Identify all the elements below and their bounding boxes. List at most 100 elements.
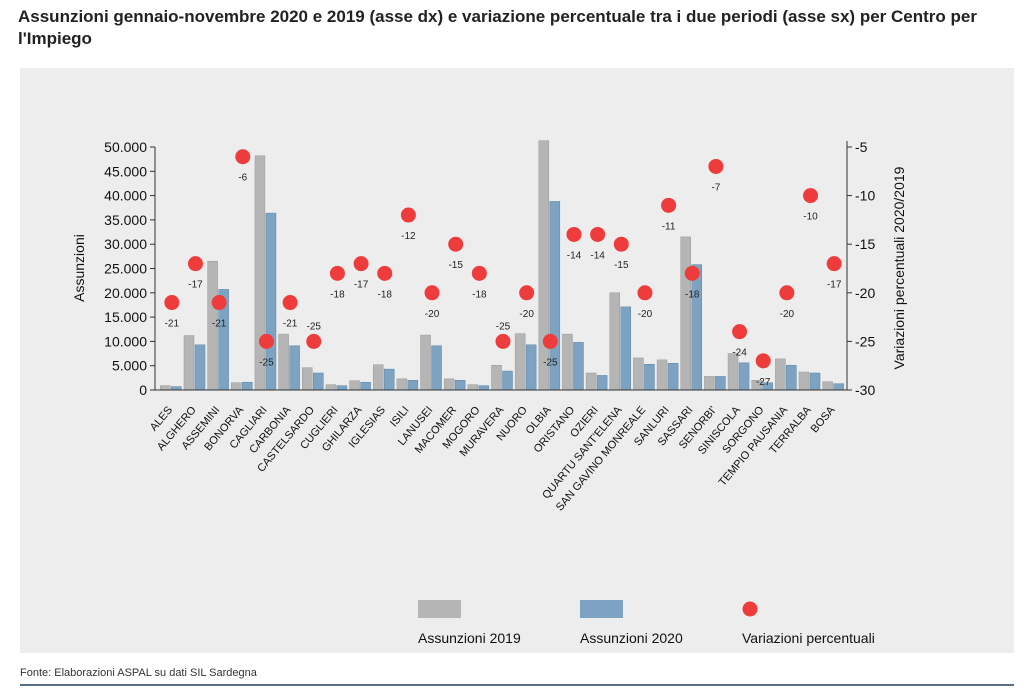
bar-2020-28 bbox=[833, 383, 844, 391]
bar-2019-4 bbox=[254, 155, 266, 391]
pct-dot-8 bbox=[353, 256, 369, 272]
bar-2020-1 bbox=[194, 344, 206, 391]
series-2020-bars bbox=[171, 201, 844, 391]
chart-axes: 0 5.000 10.000 15.000 20.000 25.000 30.000 35.0… bbox=[71, 139, 907, 398]
pct-dot-15 bbox=[519, 285, 535, 301]
pct-label-28: -17 bbox=[827, 280, 842, 291]
legend-label-2020: Assunzioni 2020 bbox=[580, 630, 683, 646]
bar-2019-11 bbox=[420, 334, 431, 391]
bar-2019-6 bbox=[302, 367, 313, 391]
bar-2020-23 bbox=[715, 376, 726, 391]
pct-dot-6 bbox=[306, 333, 322, 349]
legend-swatch-2020 bbox=[580, 600, 623, 618]
chart-title: Assunzioni gennaio-novembre 2020 e 2019 … bbox=[18, 7, 977, 48]
pct-label-17: -14 bbox=[567, 250, 582, 261]
pct-dot-25 bbox=[755, 353, 771, 369]
pct-label-18: -14 bbox=[590, 250, 605, 261]
pct-dot-10 bbox=[400, 207, 416, 223]
bar-2020-12 bbox=[454, 380, 466, 391]
footer-divider bbox=[20, 684, 1014, 686]
bar-2019-1 bbox=[183, 335, 195, 391]
bar-2019-27 bbox=[798, 371, 810, 391]
y2-tick-label-3: -15 bbox=[855, 236, 875, 252]
bar-2019-10 bbox=[396, 378, 408, 391]
bar-2020-17 bbox=[573, 342, 584, 391]
pct-label-13: -18 bbox=[472, 289, 487, 300]
bar-2019-22 bbox=[680, 236, 691, 391]
bar-2019-20 bbox=[633, 357, 644, 391]
bar-2020-18 bbox=[596, 375, 608, 391]
bar-2020-27 bbox=[809, 372, 821, 391]
pct-label-27: -10 bbox=[803, 212, 818, 223]
pct-label-26: -20 bbox=[780, 309, 795, 320]
y-tick-label-2: 10.000 bbox=[104, 333, 147, 349]
pct-label-6: -25 bbox=[307, 321, 322, 332]
bar-2020-21 bbox=[667, 363, 679, 391]
pct-dot-5 bbox=[282, 295, 298, 311]
pct-label-1: -17 bbox=[188, 280, 203, 291]
bar-2020-19 bbox=[620, 306, 632, 391]
pct-label-24: -24 bbox=[732, 348, 747, 359]
y-axis-label: Assunzioni bbox=[71, 234, 87, 302]
y2-tick-label-2: -20 bbox=[855, 285, 875, 301]
y-tick-label-7: 35.000 bbox=[104, 212, 147, 228]
y-tick-label-4: 20.000 bbox=[104, 285, 147, 301]
bar-2020-7 bbox=[336, 385, 348, 391]
pct-label-11: -20 bbox=[425, 309, 440, 320]
legend-label-2019: Assunzioni 2019 bbox=[418, 630, 521, 646]
pct-label-7: -18 bbox=[330, 289, 345, 300]
pct-dot-11 bbox=[424, 285, 440, 301]
pct-label-21: -11 bbox=[662, 221, 676, 232]
pct-label-12: -15 bbox=[448, 260, 463, 271]
series-2019-bars bbox=[160, 140, 833, 391]
legend-label-pct: Variazioni percentuali bbox=[742, 630, 875, 646]
pct-dot-19 bbox=[613, 236, 629, 252]
bar-2019-7 bbox=[325, 384, 337, 391]
bar-2019-0 bbox=[160, 385, 171, 391]
y-tick-label-3: 15.000 bbox=[104, 309, 147, 325]
bar-2019-24 bbox=[727, 353, 739, 391]
source-note: Fonte: Elaborazioni ASPAL su dati SIL Sa… bbox=[20, 667, 257, 679]
pct-dot-17 bbox=[566, 226, 582, 242]
bar-2020-6 bbox=[313, 372, 324, 391]
pct-label-25: -27 bbox=[756, 377, 771, 388]
pct-label-4: -25 bbox=[259, 357, 274, 368]
bar-2020-20 bbox=[644, 363, 655, 391]
pct-label-2: -21 bbox=[212, 319, 227, 330]
bar-2019-21 bbox=[656, 359, 668, 391]
bar-2019-16 bbox=[538, 140, 550, 391]
bar-2020-22 bbox=[691, 264, 702, 391]
pct-label-5: -21 bbox=[283, 319, 298, 330]
bar-2020-11 bbox=[431, 345, 442, 391]
y-tick-label-6: 30.000 bbox=[104, 236, 147, 252]
bar-2020-9 bbox=[383, 368, 395, 391]
y2-tick-label-0: -30 bbox=[855, 382, 875, 398]
y-tick-label-9: 45.000 bbox=[104, 163, 147, 179]
pct-dot-7 bbox=[329, 265, 345, 281]
bar-2020-5 bbox=[289, 345, 300, 391]
bar-2019-19 bbox=[609, 292, 621, 391]
bar-2020-15 bbox=[525, 344, 537, 391]
pct-dot-0 bbox=[164, 295, 180, 311]
bar-2019-9 bbox=[372, 364, 384, 391]
y2-axis-label: Variazioni percentuali 2020/2019 bbox=[891, 166, 907, 369]
pct-dot-21 bbox=[661, 197, 677, 213]
series-pct-dots: -21 -17 -21 -6 -25 -21 -25 -18 -17 -18 -12 -20 -15 -1… bbox=[164, 149, 842, 388]
pct-dot-9 bbox=[377, 265, 393, 281]
pct-label-22: -18 bbox=[685, 289, 700, 300]
pct-dot-27 bbox=[803, 188, 819, 204]
pct-label-16: -25 bbox=[543, 357, 558, 368]
legend-swatch-pct bbox=[742, 601, 758, 617]
combo-chart: 0 5.000 10.000 15.000 20.000 25.000 30.000 35.0… bbox=[71, 139, 907, 646]
bar-2020-8 bbox=[360, 381, 371, 391]
bar-2020-0 bbox=[171, 386, 182, 391]
y-tick-label-8: 40.000 bbox=[104, 188, 147, 204]
pct-label-9: -18 bbox=[377, 289, 392, 300]
pct-dot-16 bbox=[542, 333, 558, 349]
pct-label-14: -25 bbox=[496, 321, 511, 332]
pct-label-8: -17 bbox=[354, 280, 369, 291]
pct-dot-13 bbox=[471, 265, 487, 281]
pct-dot-20 bbox=[637, 285, 653, 301]
pct-label-20: -20 bbox=[638, 309, 653, 320]
y2-tick-label-4: -10 bbox=[855, 188, 875, 204]
